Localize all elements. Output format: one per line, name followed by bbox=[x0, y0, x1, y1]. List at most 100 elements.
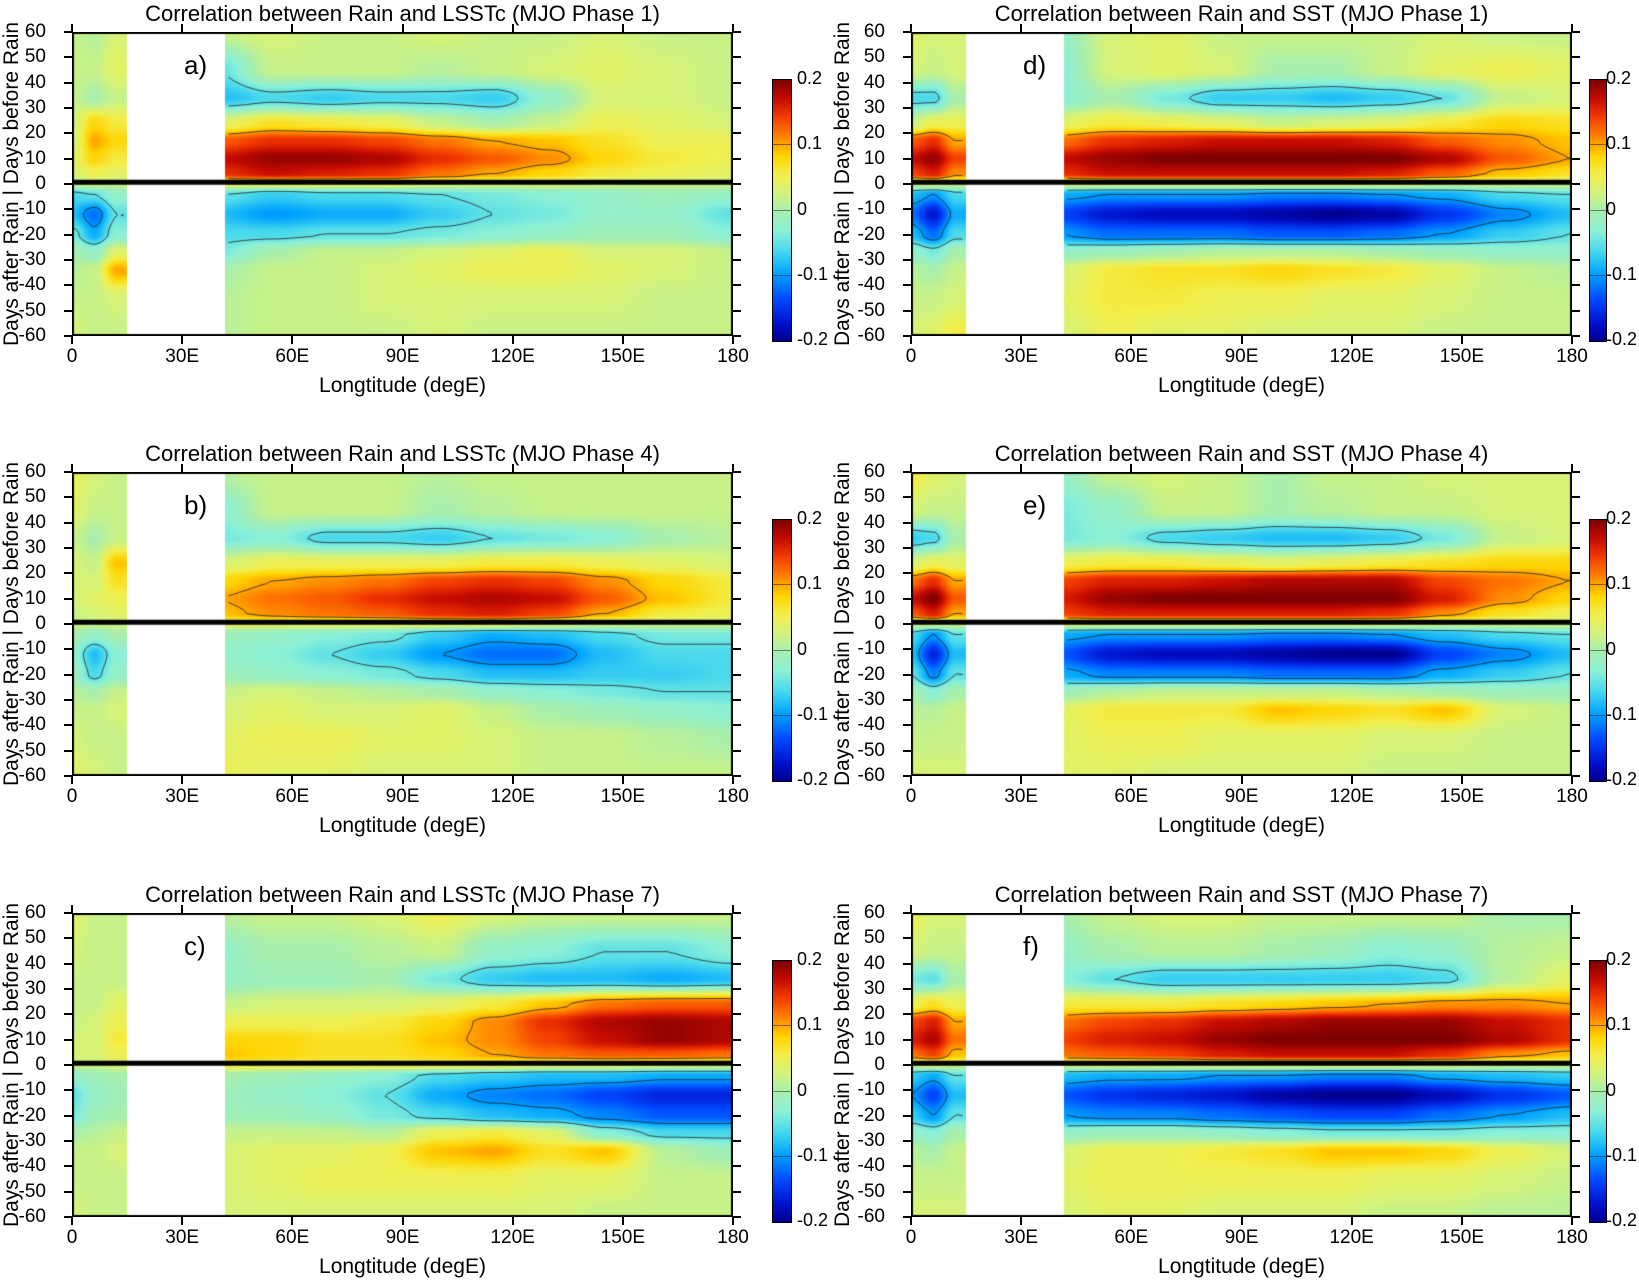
y-tick-label: 20 bbox=[24, 122, 46, 144]
colorbar-tick bbox=[1590, 649, 1606, 651]
y-tick-label: -30 bbox=[18, 249, 46, 270]
axis-tick bbox=[1572, 699, 1580, 701]
y-tick-label: 0 bbox=[35, 1054, 46, 1075]
axis-tick bbox=[903, 1165, 911, 1168]
axis-tick bbox=[1130, 776, 1133, 784]
axis-tick bbox=[64, 724, 72, 727]
heatmap-canvas bbox=[72, 472, 733, 776]
x-tick-label: 120E bbox=[1329, 786, 1374, 807]
axis-tick bbox=[64, 1114, 72, 1117]
colorbar-tick bbox=[773, 144, 791, 146]
axis-tick bbox=[1130, 905, 1133, 913]
colorbar bbox=[772, 960, 792, 1223]
y-tick-label: -40 bbox=[857, 1155, 885, 1177]
axis-tick bbox=[1572, 56, 1580, 59]
axis-tick bbox=[733, 335, 741, 337]
axis-tick bbox=[64, 1038, 72, 1041]
y-axis-label: Days after Rain | Days before Rain bbox=[831, 902, 854, 1228]
y-axis-label: Days after Rain | Days before Rain bbox=[0, 461, 23, 787]
panel-title: Correlation between Rain and LSSTc (MJO … bbox=[145, 441, 660, 466]
axis-tick bbox=[1460, 905, 1463, 913]
axis-tick bbox=[71, 905, 73, 913]
axis-tick bbox=[733, 1114, 741, 1117]
axis-tick bbox=[1572, 1165, 1580, 1168]
y-tick-label: -50 bbox=[18, 739, 46, 761]
axis-tick bbox=[1572, 623, 1580, 625]
axis-tick bbox=[903, 1140, 911, 1142]
panel-letter: f) bbox=[1023, 931, 1039, 961]
axis-tick bbox=[733, 56, 741, 59]
colorbar-label: 0.1 bbox=[797, 573, 823, 594]
colorbar-label: 0 bbox=[797, 1079, 808, 1100]
axis-tick bbox=[1572, 547, 1580, 549]
y-tick-label: 30 bbox=[863, 978, 885, 999]
axis-tick bbox=[511, 776, 514, 784]
y-tick-label: -60 bbox=[18, 765, 46, 786]
y-tick-label: 40 bbox=[24, 952, 46, 974]
x-axis-label: Longtitude (degE) bbox=[1158, 814, 1325, 837]
y-tick-label: -60 bbox=[18, 325, 46, 346]
y-tick-label: -20 bbox=[18, 223, 46, 245]
y-tick-label: -20 bbox=[18, 663, 46, 685]
colorbar-tick bbox=[773, 1155, 791, 1157]
axis-tick bbox=[733, 547, 741, 549]
axis-tick bbox=[64, 937, 72, 940]
axis-tick bbox=[903, 107, 911, 109]
colorbar-tick bbox=[773, 274, 791, 276]
x-tick-label: 0 bbox=[905, 346, 917, 367]
y-tick-label: -50 bbox=[857, 299, 885, 321]
axis-tick bbox=[733, 471, 741, 473]
axis-tick bbox=[733, 309, 741, 312]
y-tick-label: 10 bbox=[863, 1028, 885, 1050]
axis-tick bbox=[1572, 335, 1580, 337]
y-tick-label: 0 bbox=[874, 613, 885, 634]
axis-tick bbox=[511, 336, 514, 344]
y-tick-label: -60 bbox=[857, 765, 885, 786]
axis-tick bbox=[903, 912, 911, 914]
y-tick-label: -50 bbox=[18, 1180, 46, 1202]
panel-letter: d) bbox=[1023, 50, 1047, 80]
x-tick-label: 180 bbox=[1556, 1227, 1588, 1248]
x-tick-label: 0 bbox=[66, 786, 78, 807]
axis-tick bbox=[64, 1089, 72, 1092]
axis-tick bbox=[1350, 24, 1353, 32]
colorbar-label: 0 bbox=[797, 638, 808, 659]
panel-letter: b) bbox=[184, 490, 208, 520]
axis-tick bbox=[64, 309, 72, 312]
axis-tick bbox=[181, 905, 184, 913]
colorbar-tick bbox=[773, 714, 791, 716]
axis-tick bbox=[511, 905, 514, 913]
x-tick-label: 180 bbox=[717, 786, 749, 807]
colorbar-label: -0.1 bbox=[797, 1144, 829, 1165]
colorbar-label: 0.1 bbox=[797, 1014, 823, 1035]
axis-tick bbox=[1572, 597, 1580, 600]
axis-tick bbox=[733, 132, 741, 135]
y-tick-label: 60 bbox=[24, 21, 46, 42]
y-tick-label: -40 bbox=[18, 1155, 46, 1177]
x-axis-label: Longtitude (degE) bbox=[319, 1255, 486, 1278]
axis-tick bbox=[903, 648, 911, 651]
colorbar bbox=[1589, 519, 1607, 782]
x-tick-label: 60E bbox=[1114, 786, 1149, 807]
axis-tick bbox=[64, 107, 72, 109]
y-tick-label: 0 bbox=[35, 173, 46, 194]
axis-tick bbox=[1572, 1089, 1580, 1092]
axis-tick bbox=[903, 81, 911, 84]
axis-tick bbox=[1572, 309, 1580, 312]
axis-tick bbox=[733, 1013, 741, 1016]
colorbar-label: 0.2 bbox=[797, 508, 823, 528]
axis-tick bbox=[1130, 336, 1133, 344]
axis-tick bbox=[64, 1013, 72, 1016]
x-tick-label: 120E bbox=[490, 786, 535, 807]
y-tick-label: -10 bbox=[857, 198, 885, 220]
axis-tick bbox=[903, 208, 911, 211]
axis-tick bbox=[903, 259, 911, 261]
axis-tick bbox=[910, 336, 912, 344]
y-tick-label: 40 bbox=[863, 511, 885, 533]
x-axis-label: Longtitude (degE) bbox=[1158, 374, 1325, 397]
axis-tick bbox=[621, 776, 624, 784]
axis-tick bbox=[511, 464, 514, 472]
axis-tick bbox=[1572, 521, 1580, 524]
y-tick-label: -30 bbox=[857, 1130, 885, 1151]
